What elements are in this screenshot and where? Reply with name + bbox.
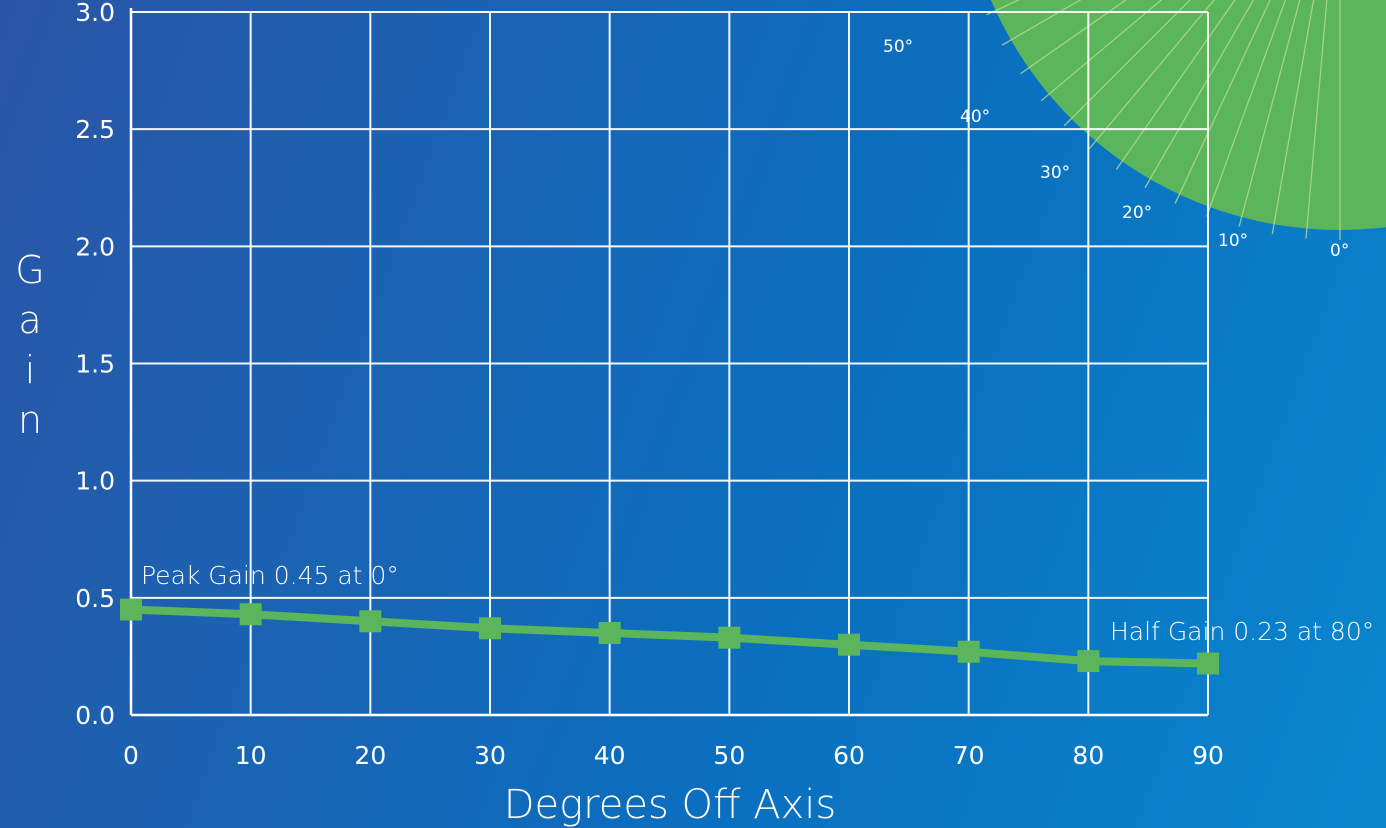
chart-axes (129, 8, 1208, 717)
x-tick-label: 50 (713, 741, 745, 770)
x-tick-label: 90 (1192, 741, 1224, 770)
chart-grid (131, 11, 1209, 715)
inset-spoke (1088, 0, 1215, 150)
x-tick-label: 20 (354, 741, 386, 770)
series-marker (479, 617, 501, 640)
series-marker (239, 603, 262, 626)
inset-disc (990, 0, 1386, 230)
y-tick-label: 3.0 (75, 0, 115, 27)
series-marker (957, 640, 980, 663)
x-tick-label: 70 (953, 741, 985, 770)
y-axis-label-letter: n (18, 398, 42, 442)
y-tick-label: 1.5 (75, 350, 115, 379)
inset-spoke (1144, 0, 1255, 189)
series-marker (1197, 652, 1219, 675)
inset-angle-label: 40° (960, 107, 990, 127)
y-axis-label-letter: G (15, 248, 44, 292)
inset-spoke (1305, 0, 1328, 239)
x-tick-label: 80 (1072, 741, 1104, 770)
y-tick-label: 2.0 (75, 232, 115, 261)
inset-spoke (1040, 0, 1163, 102)
x-tick-label: 60 (833, 741, 865, 770)
y-axis-label-letter: a (18, 298, 41, 342)
y-tick-labels: 0.0 0.5 1.0 1.5 2.0 2.5 3.0 (75, 0, 115, 730)
x-axis-label: Degrees Off Axis (504, 782, 837, 828)
series-marker (718, 626, 741, 649)
x-tick-label: 10 (235, 741, 267, 770)
inset-angle-label: 50° (883, 37, 913, 57)
x-tick-label: 40 (594, 741, 626, 770)
series-marker (359, 610, 382, 633)
series-marker (1077, 650, 1100, 673)
y-tick-label: 0.0 (75, 701, 115, 730)
inset-angle-label: 0° (1330, 241, 1349, 261)
y-axis-label-letter: i (25, 348, 36, 392)
series-marker (120, 598, 142, 621)
x-tick-label: 30 (474, 741, 506, 770)
inset-spoke (1020, 0, 1127, 75)
inset-angle-label: 30° (1040, 163, 1070, 183)
inset-spoke (1271, 0, 1315, 235)
inset-spoke (1238, 0, 1301, 227)
inset-spoke (1206, 0, 1287, 217)
y-tick-label: 2.5 (75, 115, 115, 144)
peak-annotation: Peak Gain 0.45 at 0° (141, 561, 399, 590)
inset-spoke (1115, 0, 1236, 170)
half-annotation: Half Gain 0.23 at 80° (1110, 617, 1374, 646)
y-tick-label: 1.0 (75, 467, 115, 496)
inset-angle-label: 10° (1218, 231, 1248, 251)
series-line (130, 605, 1209, 668)
y-axis-label: Gain (15, 248, 44, 442)
inset-spoke (1063, 0, 1191, 127)
inset-angle-label: 20° (1122, 203, 1152, 223)
polar-inset: 50° 40° 30° 20° 10° 0° (883, 0, 1386, 261)
y-tick-label: 0.5 (75, 584, 115, 613)
gain-series (120, 598, 1219, 675)
x-tick-labels: 0 10 20 30 40 50 60 70 80 90 (123, 741, 1224, 770)
x-tick-label: 0 (123, 741, 139, 770)
inset-spoke (1174, 0, 1271, 204)
series-marker (598, 621, 621, 644)
series-marker (838, 633, 860, 656)
